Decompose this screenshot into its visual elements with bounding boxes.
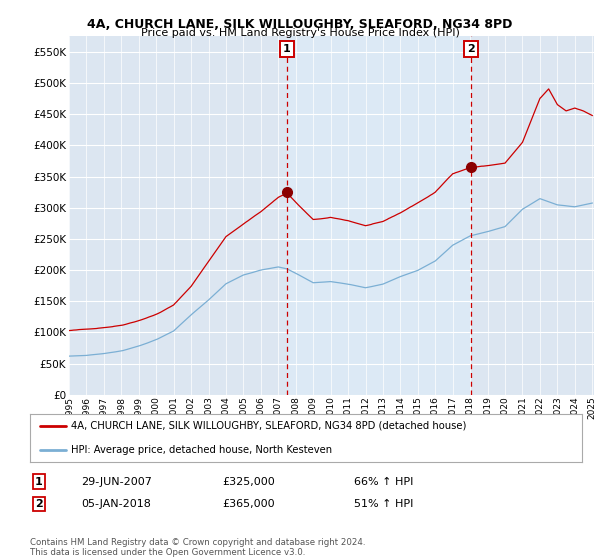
Text: 66% ↑ HPI: 66% ↑ HPI bbox=[354, 477, 413, 487]
Text: 2: 2 bbox=[35, 499, 43, 509]
Text: £365,000: £365,000 bbox=[222, 499, 275, 509]
Text: 1: 1 bbox=[35, 477, 43, 487]
Text: 2: 2 bbox=[467, 44, 475, 54]
Text: 1: 1 bbox=[283, 44, 291, 54]
Text: HPI: Average price, detached house, North Kesteven: HPI: Average price, detached house, Nort… bbox=[71, 445, 332, 455]
Text: 29-JUN-2007: 29-JUN-2007 bbox=[81, 477, 152, 487]
Bar bbox=[287, 36, 471, 395]
Text: 4A, CHURCH LANE, SILK WILLOUGHBY, SLEAFORD, NG34 8PD (detached house): 4A, CHURCH LANE, SILK WILLOUGHBY, SLEAFO… bbox=[71, 421, 467, 431]
Text: 4A, CHURCH LANE, SILK WILLOUGHBY, SLEAFORD, NG34 8PD: 4A, CHURCH LANE, SILK WILLOUGHBY, SLEAFO… bbox=[88, 18, 512, 31]
Text: Contains HM Land Registry data © Crown copyright and database right 2024.
This d: Contains HM Land Registry data © Crown c… bbox=[30, 538, 365, 557]
Text: Price paid vs. HM Land Registry's House Price Index (HPI): Price paid vs. HM Land Registry's House … bbox=[140, 28, 460, 38]
Text: 05-JAN-2018: 05-JAN-2018 bbox=[81, 499, 151, 509]
Text: £325,000: £325,000 bbox=[222, 477, 275, 487]
Text: 51% ↑ HPI: 51% ↑ HPI bbox=[354, 499, 413, 509]
